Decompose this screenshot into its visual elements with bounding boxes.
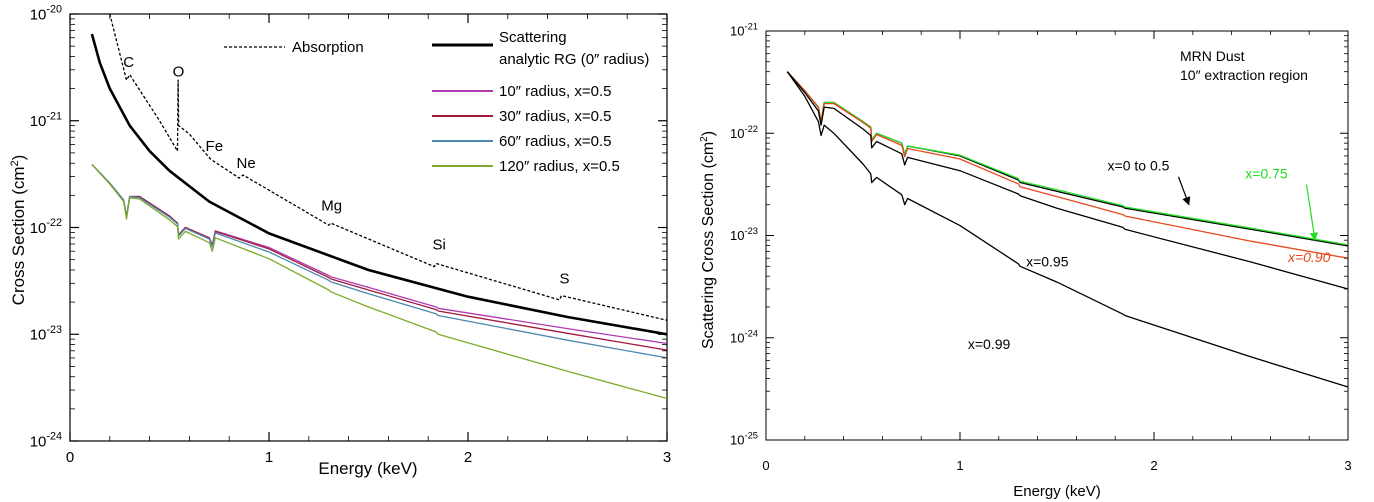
- x-tick-label: 0: [66, 449, 74, 466]
- y-ticks: 10-20 10-21 10-22 10-23 10-24: [30, 4, 667, 451]
- series-line-1: [786, 71, 1349, 246]
- legend: Absorption Scattering analytic RG (0″ ra…: [224, 29, 649, 175]
- curve-label: x=0.90: [1287, 249, 1331, 265]
- edge-label: Fe: [206, 138, 224, 155]
- legend-label: 30″ radius, x=0.5: [499, 108, 611, 125]
- legend-label: analytic RG (0″ radius): [499, 51, 649, 68]
- plot-frame: [69, 13, 668, 442]
- series-line-3: [786, 71, 1349, 290]
- x-ticks: 0 1 2 3: [66, 14, 671, 466]
- cross-section-chart: 10-20 10-21 10-22 10-23 10-24 0 1 2 3 C O Fe Ne Mg S…: [9, 4, 671, 479]
- x-tick-label: 3: [663, 449, 671, 466]
- series-line-4: [786, 71, 1349, 388]
- series-line-0: [109, 13, 668, 321]
- y-tick-label: 10-22: [730, 124, 758, 141]
- y-axis-label: Cross Section (cm2): [9, 155, 28, 306]
- y-tick-label: 10-24: [730, 328, 758, 345]
- x-ticks: 0 1 2 3: [762, 31, 1352, 473]
- curve-label: x=0.75: [1245, 166, 1288, 182]
- series-line-1: [90, 33, 668, 336]
- annotation-line-2: 10″ extraction region: [1180, 67, 1308, 83]
- plot-frame: [765, 30, 1349, 441]
- series-lines: [90, 13, 668, 400]
- x-axis-label: Energy (keV): [318, 459, 417, 478]
- curve-label: x=0.99: [968, 336, 1011, 352]
- y-tick-label: 10-23: [730, 226, 758, 243]
- series-line-3: [91, 163, 668, 351]
- y-tick-label: 10-20: [30, 4, 62, 24]
- x-tick-label: 0: [762, 458, 769, 473]
- edge-label: S: [560, 270, 570, 287]
- legend-scattering-title: Scattering: [499, 29, 567, 46]
- series-lines: [786, 71, 1349, 388]
- x-axis-label: Energy (keV): [1013, 483, 1101, 500]
- y-axis-label: Scattering Cross Section (cm2): [699, 131, 717, 349]
- x-tick-label: 1: [265, 449, 273, 466]
- x-tick-label: 2: [464, 449, 472, 466]
- y-tick-label: 10-21: [30, 110, 62, 130]
- x-tick-label: 2: [1150, 458, 1157, 473]
- y-tick-label: 10-25: [730, 431, 758, 448]
- y-tick-label: 10-22: [30, 217, 62, 237]
- y-tick-label: 10-23: [30, 324, 62, 344]
- legend-label: 60″ radius, x=0.5: [499, 133, 611, 150]
- scattering-cross-section-chart: 10-21 10-22 10-23 10-24 10-25 0 1 2 3 x=0 to 0.…: [699, 22, 1352, 500]
- series-line-5: [91, 163, 668, 400]
- legend-label: 120″ radius, x=0.5: [499, 158, 620, 175]
- edge-label: C: [123, 54, 134, 71]
- curve-labels: x=0 to 0.5 x=0.75 x=0.90 x=0.95 x=0.99: [968, 158, 1331, 352]
- legend-absorption-label: Absorption: [292, 39, 364, 56]
- legend-entries: analytic RG (0″ radius) 10″ radius, x=0.5…: [432, 43, 649, 175]
- y-tick-label: 10-24: [30, 431, 62, 451]
- edge-label: Si: [432, 237, 445, 254]
- annotation-line-1: MRN Dust: [1180, 48, 1245, 64]
- curve-label: x=0.95: [1026, 253, 1069, 269]
- edge-label: Mg: [321, 197, 342, 214]
- edge-label: Ne: [237, 155, 256, 172]
- edge-label: O: [173, 63, 185, 80]
- curve-label-arrow: [1177, 176, 1191, 206]
- series-line-4: [91, 163, 668, 359]
- curve-label: x=0 to 0.5: [1108, 158, 1170, 174]
- y-ticks: 10-21 10-22 10-23 10-24 10-25: [730, 22, 1348, 448]
- series-line-2: [91, 163, 668, 345]
- legend-label: 10″ radius, x=0.5: [499, 83, 611, 100]
- series-line-0: [786, 71, 1349, 247]
- y-tick-label: 10-21: [730, 22, 758, 39]
- x-tick-label: 3: [1344, 458, 1351, 473]
- x-tick-label: 1: [956, 458, 963, 473]
- curve-label-arrow: [1305, 184, 1319, 242]
- edge-labels: C O Fe Ne Mg Si S: [123, 54, 569, 287]
